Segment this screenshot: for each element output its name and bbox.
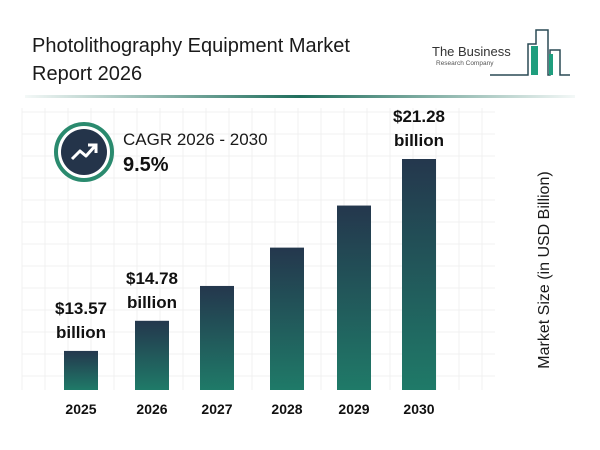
bar-2029 [337, 205, 371, 390]
x-tick-label: 2025 [65, 401, 97, 417]
data-label-value: $14.78 [126, 268, 178, 288]
logo: The Business Research Company [420, 28, 570, 78]
divider [25, 95, 575, 98]
x-tick-label: 2026 [136, 401, 168, 417]
y-axis-label: Market Size (in USD Billion) [536, 171, 553, 369]
cagr-badge [54, 122, 114, 182]
data-label-unit: billion [126, 292, 178, 312]
x-tick-label: 2027 [201, 401, 233, 417]
x-tick-label: 2029 [338, 401, 370, 417]
cagr-label: CAGR 2026 - 2030 [123, 130, 268, 149]
bar-2030 [402, 159, 436, 390]
data-label: $14.78 billion [126, 267, 178, 315]
data-label-value: $21.28 [393, 107, 445, 126]
data-label-unit: billion [55, 322, 107, 342]
bar-2025 [64, 350, 98, 390]
x-tick-label: 2028 [271, 401, 303, 417]
cagr-value: 9.5% [123, 154, 169, 176]
data-label-unit: billion [393, 131, 445, 150]
logo-text: The Business [432, 44, 511, 59]
data-label: $13.57 billion [55, 297, 107, 345]
bar-2027 [200, 285, 234, 390]
x-tick-label: 2030 [403, 401, 435, 417]
bar-2026 [135, 320, 169, 390]
logo-subtext: Research Company [436, 60, 494, 67]
page-title: Photolithography Equipment Market Report… [32, 35, 350, 85]
bar-2028 [270, 247, 304, 390]
data-label-value: $13.57 [55, 298, 107, 318]
logo-bars-icon [490, 29, 570, 76]
trend-up-arrow-icon [70, 143, 98, 161]
data-label: $21.28 billion [393, 105, 445, 153]
